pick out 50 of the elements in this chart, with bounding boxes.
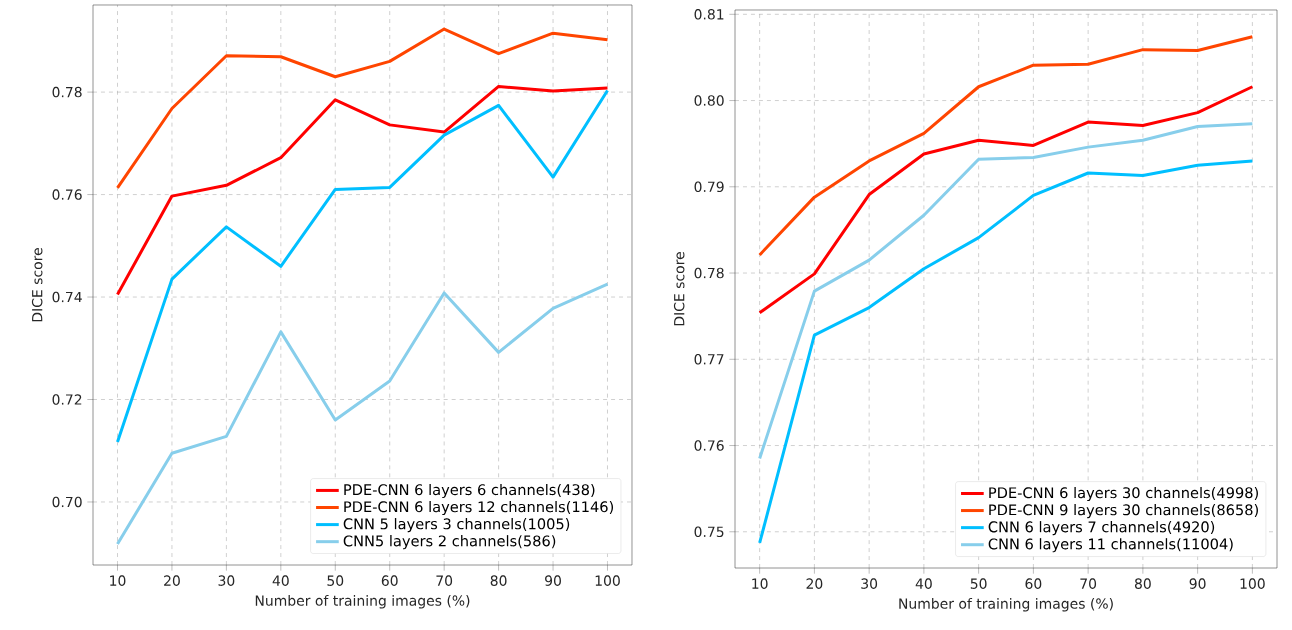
x-tick-label: 20: [806, 578, 823, 589]
x-tick-label: 50: [970, 578, 987, 589]
x-axis-title: Number of training images (%): [255, 595, 470, 609]
x-tick-label: 90: [545, 575, 561, 586]
line-series: [116, 89, 609, 444]
y-tick-label: 0.70: [52, 496, 82, 508]
y-tick-label: 0.74: [52, 291, 82, 303]
y-tick-label: 0.79: [694, 181, 724, 193]
x-tick-label: 80: [1134, 578, 1151, 589]
x-tick-label: 20: [164, 575, 180, 586]
x-tick-label: 10: [110, 575, 126, 586]
x-axis-title: Number of training images (%): [899, 598, 1113, 612]
x-tick-label: 30: [218, 575, 235, 586]
y-tick-label: 0.78: [694, 267, 724, 279]
x-tick-label: 70: [1080, 578, 1097, 589]
y-tick-label: 0.72: [52, 394, 82, 405]
legend-label: PDE-CNN 9 layers 30 channels(8658): [989, 504, 1258, 519]
x-tick-label: 70: [436, 575, 453, 586]
line-series: [758, 35, 1254, 257]
x-tick-label: 80: [490, 575, 507, 586]
y-axis-title: DICE score: [31, 248, 43, 322]
line-series: [758, 85, 1254, 315]
legend-label: CNN 5 layers 3 channels(1005): [343, 518, 570, 533]
y-tick-label: 0.77: [694, 354, 724, 365]
x-tick-label: 60: [1025, 578, 1042, 589]
legend-label: CNN5 layers 2 channels(586): [343, 535, 556, 550]
x-tick-label: 90: [1189, 578, 1206, 589]
x-tick-label: 60: [381, 575, 398, 586]
line-series: [758, 122, 1254, 460]
x-tick-label: 100: [595, 575, 620, 586]
y-tick-label: 0.78: [52, 86, 82, 98]
legend-label: CNN 6 layers 7 channels(4920): [988, 521, 1215, 536]
legend-label: CNN 6 layers 11 channels(11004): [988, 538, 1233, 553]
legend-label: PDE-CNN 6 layers 30 channels(4998): [989, 486, 1258, 502]
line-series: [116, 84, 609, 296]
x-tick-label: 40: [915, 578, 932, 589]
x-tick-label: 50: [327, 575, 344, 586]
y-tick-label: 0.75: [694, 526, 724, 538]
legend-label: PDE-CNN 6 layers 12 channels(1146): [344, 500, 614, 516]
y-tick-label: 0.80: [694, 95, 724, 106]
y-tick-label: 0.76: [694, 440, 724, 451]
x-tick-label: 30: [861, 578, 878, 589]
y-tick-label: 0.81: [694, 9, 724, 20]
x-tick-label: 40: [272, 575, 289, 586]
y-axis-title: DICE score: [673, 252, 685, 326]
line-series: [116, 27, 609, 190]
x-tick-label: 100: [1240, 578, 1265, 589]
y-tick-label: 0.76: [52, 189, 82, 200]
x-tick-label: 10: [752, 578, 768, 589]
legend-label: PDE-CNN 6 layers 6 channels(438): [344, 483, 595, 499]
